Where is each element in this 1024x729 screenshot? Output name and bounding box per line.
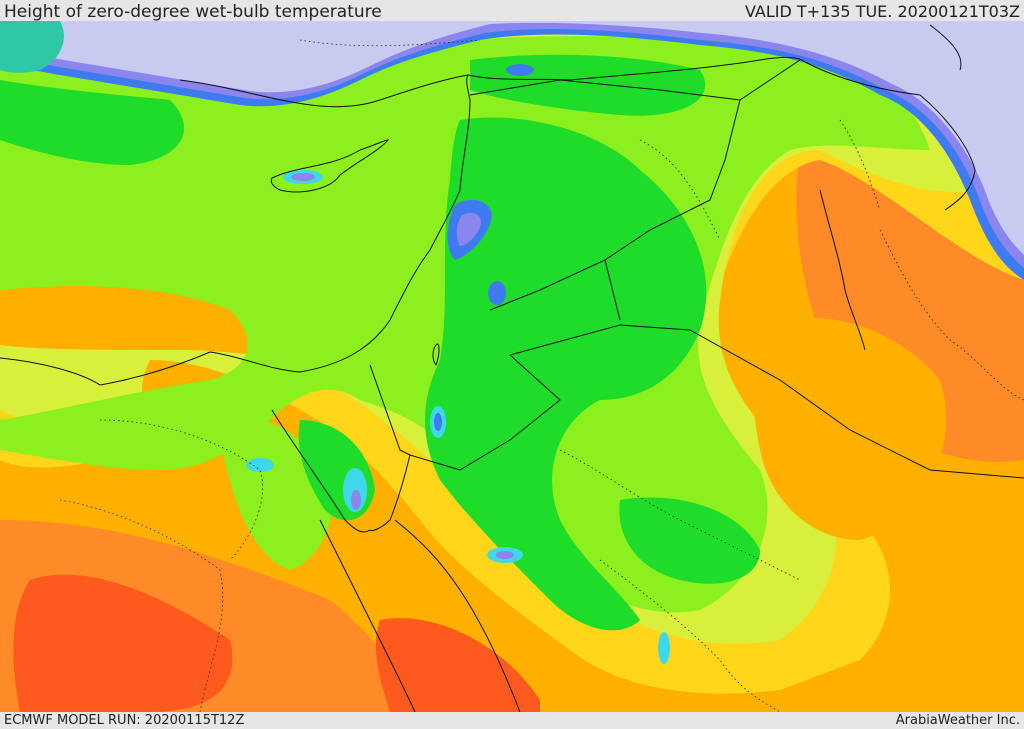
caspian-edge (929, 24, 962, 71)
gulf-of-aqaba (369, 454, 411, 531)
red-sea-east (394, 519, 521, 712)
coastline-levant (429, 74, 471, 251)
low-lebanon-north (506, 64, 534, 76)
syria-iraq-border (489, 259, 621, 321)
low-egypt (246, 458, 274, 472)
admin-iraq (639, 139, 721, 241)
provider: ArabiaWeather Inc. (895, 713, 1020, 728)
header-bar: Height of zero-degree wet-bulb temperatu… (0, 0, 1024, 21)
field-green-levant (425, 117, 707, 631)
map-canvas (0, 21, 1024, 712)
iraq-iran-border (604, 99, 741, 261)
coastline-turkey (179, 56, 806, 108)
field-green-west (0, 80, 185, 165)
gulf-of-suez (271, 409, 371, 533)
low-cyprus-core (291, 173, 315, 181)
admin-egypt-2 (59, 499, 224, 712)
model-run: ECMWF MODEL RUN: 20200115T12Z (4, 713, 245, 728)
valid-time: VALID T+135 TUE. 20200121T03Z (744, 2, 1020, 21)
gulf-coast (819, 189, 866, 351)
low-hejaz-core (496, 551, 514, 559)
low-lebanon-core (456, 212, 482, 246)
jordan-saudi-border (409, 354, 561, 471)
field-red-orange-sw (13, 574, 233, 712)
admin-iran (879, 229, 1024, 401)
field-green-iraq (619, 497, 760, 584)
admin-borders (59, 39, 1024, 712)
egypt-israel-border (369, 364, 411, 456)
coastline-north-africa (0, 249, 431, 386)
admin-turkey (299, 39, 481, 47)
low-sinai (343, 468, 367, 512)
admin-saudi-2 (599, 559, 781, 712)
borders (0, 24, 1024, 712)
field-sea-low (0, 21, 1024, 255)
coastline-black-sea (804, 61, 976, 211)
low-sinai-core (351, 490, 361, 510)
field-teal-aegean (0, 21, 64, 73)
syria-turkey-border (469, 59, 801, 101)
iraq-saudi-border (509, 324, 1024, 479)
weather-map[interactable] (0, 21, 1024, 712)
cyprus-outline (270, 139, 390, 193)
low-hermon (488, 281, 506, 305)
admin-iran-2 (839, 119, 881, 211)
map-title: Height of zero-degree wet-bulb temperatu… (4, 2, 382, 22)
footer-bar: ECMWF MODEL RUN: 20200115T12Z ArabiaWeat… (0, 712, 1024, 729)
field-red-orange-arabia (375, 618, 540, 712)
low-najd (658, 632, 670, 664)
dead-sea (432, 343, 440, 366)
low-jordan-core (434, 413, 442, 431)
red-sea-west (319, 519, 416, 712)
